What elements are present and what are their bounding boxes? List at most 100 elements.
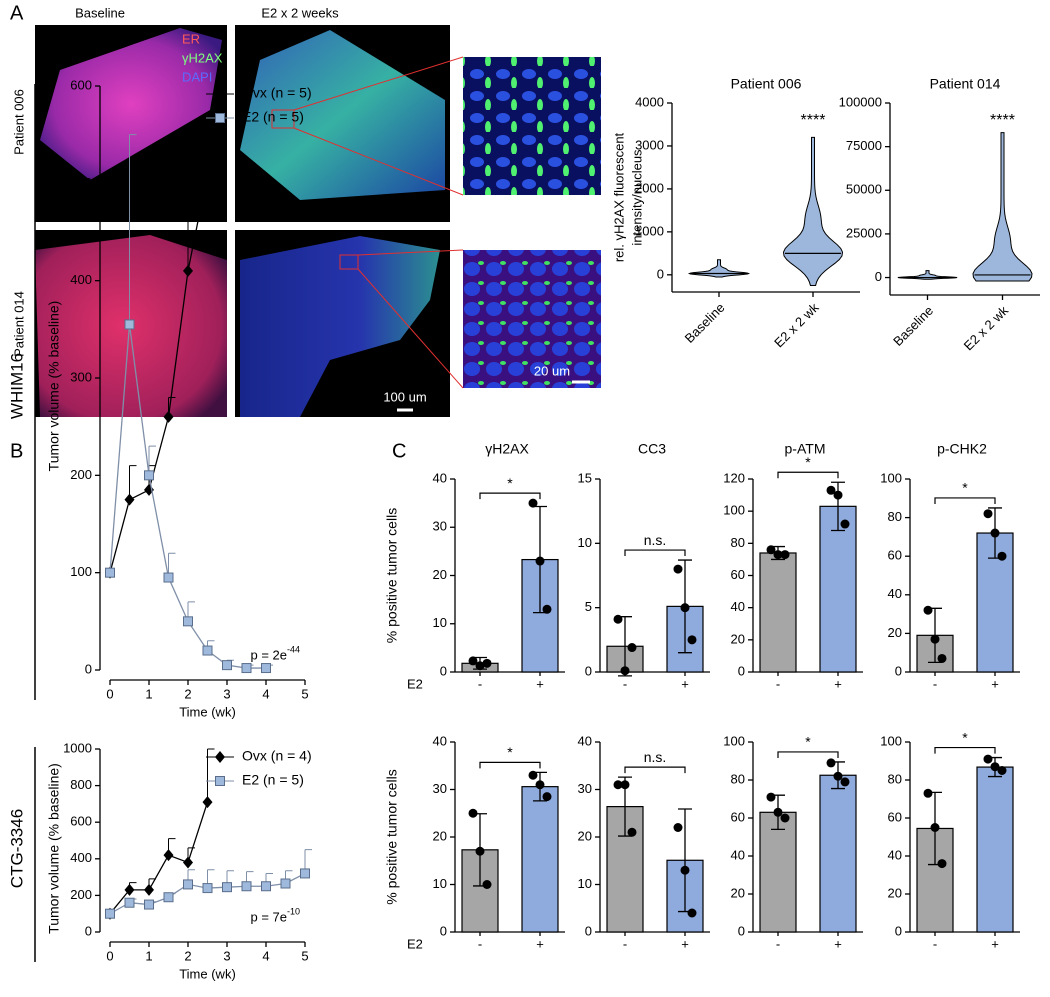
data-point xyxy=(528,498,538,508)
data-point xyxy=(482,880,492,889)
x-tick-label: 1 xyxy=(145,686,152,701)
x-tick-label: 0 xyxy=(106,686,113,701)
y-tick-label: 30 xyxy=(433,781,447,796)
y-tick-label: 0 xyxy=(657,266,664,281)
significance-bracket xyxy=(624,549,686,557)
x-tick-label: 1 xyxy=(145,948,152,963)
violin xyxy=(687,259,751,278)
significance-bracket xyxy=(624,766,686,774)
y-tick-label: 100 xyxy=(723,733,745,748)
x-tick-label: - xyxy=(478,676,482,691)
data-point xyxy=(475,661,485,671)
channel-label: γH2AX xyxy=(182,50,223,65)
x-tick-label: 4 xyxy=(262,686,269,701)
marker xyxy=(163,892,174,903)
marker xyxy=(124,897,135,908)
marker xyxy=(163,849,174,862)
data-point xyxy=(997,551,1007,561)
y-tick-label: 40 xyxy=(578,733,592,748)
y-tick-label: 800 xyxy=(70,777,92,792)
data-point xyxy=(542,792,552,802)
legend-marker xyxy=(215,113,225,123)
data-point xyxy=(990,762,1000,772)
marker xyxy=(241,663,252,674)
marker xyxy=(202,167,213,180)
x-tick-label: + xyxy=(536,676,544,691)
p-exponent: -44 xyxy=(287,644,300,654)
marker xyxy=(222,660,232,671)
data-point xyxy=(673,823,683,832)
x-tick-label: + xyxy=(834,936,842,951)
data-point xyxy=(923,788,933,798)
y-axis-label: % positive tumor cells xyxy=(384,508,400,643)
legend-label: E2 (n = 5) xyxy=(242,109,304,125)
legend-marker xyxy=(215,751,225,763)
y-axis-label: Tumor volume (% baseline) xyxy=(46,763,62,934)
marker xyxy=(183,616,193,627)
y-tick-label: 20 xyxy=(433,828,447,843)
error-bar xyxy=(187,207,195,271)
y-tick-label: 10 xyxy=(578,876,592,891)
x-tick-label: 3 xyxy=(223,686,230,701)
data-point xyxy=(826,758,836,768)
marker xyxy=(183,879,193,890)
data-point xyxy=(468,808,478,818)
y-tick-label: 0 xyxy=(895,923,902,938)
x-tick-label: 3 xyxy=(223,948,230,963)
y-tick-label: 60 xyxy=(888,548,902,563)
y-tick-label: 400 xyxy=(70,272,92,287)
significance: * xyxy=(507,744,513,760)
data-point xyxy=(680,603,690,613)
y-tick-label: 80 xyxy=(731,771,745,786)
legend-label: Ovx (n = 5) xyxy=(242,85,312,101)
y-tick-label: 40 xyxy=(888,586,902,601)
y-tick-label: 0 xyxy=(738,923,745,938)
significance-bracket xyxy=(777,471,839,479)
y-tick-label: 2000 xyxy=(635,180,664,195)
y-axis-label: intensity/nucleus xyxy=(629,149,644,246)
data-point xyxy=(840,519,850,529)
y-tick-label: 20 xyxy=(578,828,592,843)
legend-label: E2 (n = 5) xyxy=(242,772,304,788)
y-tick-label: 40 xyxy=(731,847,745,862)
y-tick-label: 50000 xyxy=(846,182,882,197)
x-tick-label: + xyxy=(681,676,689,691)
p-value: p = 7e xyxy=(250,909,287,924)
data-point xyxy=(990,528,1000,538)
significance: * xyxy=(805,454,811,470)
data-point xyxy=(937,859,947,869)
y-tick-label: 0 xyxy=(585,663,592,678)
data-point xyxy=(482,658,492,668)
x-tick-label: + xyxy=(991,676,999,691)
chart-title: p-ATM xyxy=(785,441,826,457)
x-tick-label: 0 xyxy=(106,948,113,963)
significance: * xyxy=(805,734,811,750)
zoom-image xyxy=(463,250,601,388)
y-tick-label: 20 xyxy=(731,885,745,900)
y-tick-label: 200 xyxy=(70,467,92,482)
zoom-line xyxy=(357,249,464,256)
error-bar xyxy=(831,481,845,532)
column-title: Baseline xyxy=(75,5,125,20)
y-tick-label: 80 xyxy=(888,771,902,786)
significance: n.s. xyxy=(644,532,667,548)
data-point xyxy=(930,634,940,644)
y-axis-label: rel. γH2AX fluorescent xyxy=(611,132,626,262)
y-tick-label: 1000 xyxy=(635,223,664,238)
y-tick-label: 100 xyxy=(723,503,745,518)
data-point xyxy=(627,643,637,653)
bar xyxy=(976,766,1014,933)
y-tick-label: 20 xyxy=(433,567,447,582)
data-point xyxy=(833,771,843,781)
y-tick-label: 80 xyxy=(731,535,745,550)
significance: * xyxy=(507,475,513,491)
y-tick-label: 80 xyxy=(888,509,902,524)
marker xyxy=(124,493,135,506)
bar xyxy=(759,552,797,673)
data-point xyxy=(937,653,947,663)
x-tick-label: E2 x 2 wk xyxy=(961,303,1012,354)
x-tick-label: - xyxy=(623,936,627,951)
significance: **** xyxy=(801,112,826,129)
x-tick-label: + xyxy=(991,936,999,951)
